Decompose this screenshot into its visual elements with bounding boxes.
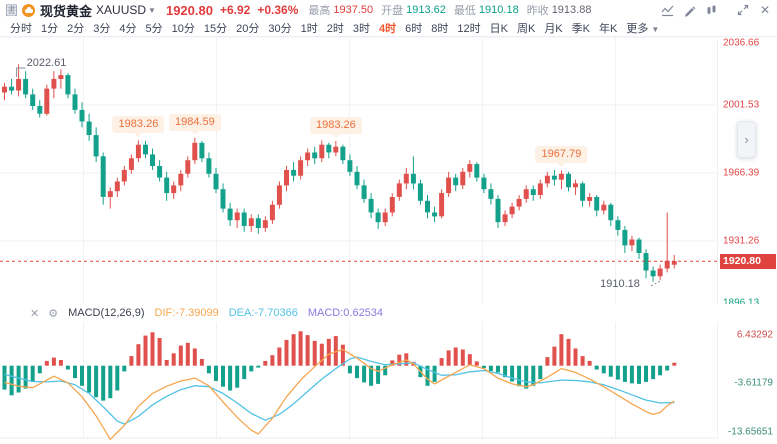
timeframe-3分[interactable]: 3分 [93, 23, 111, 35]
chevron-down-icon: ▼ [148, 5, 156, 15]
symbol-selector[interactable]: 现货黄金 XAUUSD ▼ [40, 1, 156, 20]
price-stat: 昨收 1913.88 [527, 2, 592, 18]
timeframe-4分[interactable]: 4分 [119, 23, 137, 35]
current-price-badge: 1920.80 [720, 253, 776, 269]
timeframe-周K[interactable]: 周K [516, 23, 536, 35]
timeframe-12时[interactable]: 12时 [457, 23, 481, 35]
price-annotation-badge: 1983.26 [309, 116, 362, 138]
expand-panel-tab[interactable]: › [737, 121, 756, 158]
timeframe-15分[interactable]: 15分 [203, 23, 228, 35]
symbol-code: XAUUSD [96, 3, 147, 17]
timeframe-1时[interactable]: 1时 [300, 23, 318, 35]
timeframe-10分[interactable]: 10分 [171, 23, 195, 35]
price-annotation-badge: 1983.26 [112, 116, 165, 138]
chart-type-icon[interactable] [659, 3, 675, 17]
instrument-name: 现货黄金 [40, 3, 93, 19]
macd-dea-value: DEA:-7.70366 [228, 307, 298, 319]
indicator-name: MACD(12,26,9) [68, 307, 145, 319]
timeframe-bar: 分时 1分 2分 3分 4分 5分 10分 15分 20分 30分 1时 2时 3时 4时 6时 8时 12时日… [0, 20, 777, 37]
timeframe-2分[interactable]: 2分 [67, 23, 85, 35]
stat-value: 1910.18 [478, 4, 519, 16]
stat-value: 1913.62 [406, 4, 446, 16]
stat-label: 开盘 [381, 5, 404, 17]
stat-label: 昨收 [526, 5, 549, 17]
last-price: 1920.80 [165, 2, 213, 18]
brand-icon [22, 3, 36, 17]
compare-icon[interactable] [703, 3, 719, 17]
timeframe-3时[interactable]: 3时 [352, 23, 370, 35]
stat-value: 1913.88 [551, 4, 592, 16]
timeframe-4时[interactable]: 4时 [379, 23, 397, 35]
price-axis-label: 1966.39 [723, 167, 760, 179]
macd-axis-label: -3.61179 [734, 377, 773, 389]
timeframe-5分[interactable]: 5分 [145, 23, 163, 35]
timeframe-20分[interactable]: 20分 [236, 23, 260, 35]
price-stats: 最高 1937.50 开盘 1913.62 最低 1910.18 昨收 1913.88 [308, 2, 599, 18]
fullscreen-icon[interactable] [735, 3, 751, 17]
price-annotation-badge: 1984.59 [168, 113, 221, 135]
macd-legend: ✕ ⚙ MACD(12,26,9) DIF:-7.39099 DEA:-7.70… [0, 304, 777, 322]
timeframe-季K[interactable]: 季K [571, 23, 590, 35]
price-axis-label: 1896.13 [723, 297, 760, 309]
window-icon[interactable]: 圕 [5, 2, 19, 18]
draw-tool-icon[interactable] [681, 3, 697, 17]
header-bar: 圕 现货黄金 XAUUSD ▼ 1920.80 +6.92 +0.36% 最高 1… [0, 0, 777, 20]
price-axis-label: 2001.53 [723, 99, 760, 111]
timeframe-8时[interactable]: 8时 [431, 23, 449, 35]
macd-axis-label: 6.43292 [736, 329, 773, 341]
stat-value: 1937.50 [333, 4, 374, 16]
timeframe-分时[interactable]: 分时 [10, 23, 32, 35]
timeframe-年K[interactable]: 年K [599, 23, 618, 35]
timeframe-1分[interactable]: 1分 [41, 23, 59, 35]
timeframe-月K[interactable]: 月K [544, 23, 563, 35]
indicator-close-icon[interactable]: ✕ [30, 307, 40, 320]
price-annotation-badge: 1967.79 [535, 146, 588, 168]
timeframe-2时[interactable]: 2时 [326, 23, 344, 35]
header-toolbar: ✕ [653, 3, 773, 17]
close-icon[interactable]: ✕ [759, 3, 771, 17]
price-change-pct: +0.36% [257, 3, 299, 17]
timeframe-6时[interactable]: 6时 [405, 23, 423, 35]
price-axis-label: 1931.26 [723, 235, 760, 247]
macd-axis-label: -13.65651 [727, 426, 773, 438]
timeframe-more[interactable]: 更多 ▼ [626, 23, 660, 35]
timeframe-日K[interactable]: 日K [489, 23, 508, 35]
price-stat: 开盘 1913.62 [381, 2, 446, 18]
stat-label: 最高 [308, 5, 331, 17]
macd-hist-value: MACD:0.62534 [307, 307, 384, 319]
stat-label: 最低 [453, 5, 476, 17]
price-stat: 最高 1937.50 [308, 2, 373, 18]
indicator-settings-icon[interactable]: ⚙ [48, 307, 59, 320]
low-price-label: 1910.18 [600, 278, 640, 290]
price-stat: 最低 1910.18 [454, 2, 519, 18]
high-price-label: 2022.61 [26, 57, 67, 69]
price-axis-label: 2036.66 [723, 37, 760, 49]
timeframe-30分[interactable]: 30分 [268, 23, 292, 35]
macd-dif-value: DIF:-7.39099 [154, 307, 219, 319]
price-change: +6.92 [219, 3, 251, 17]
